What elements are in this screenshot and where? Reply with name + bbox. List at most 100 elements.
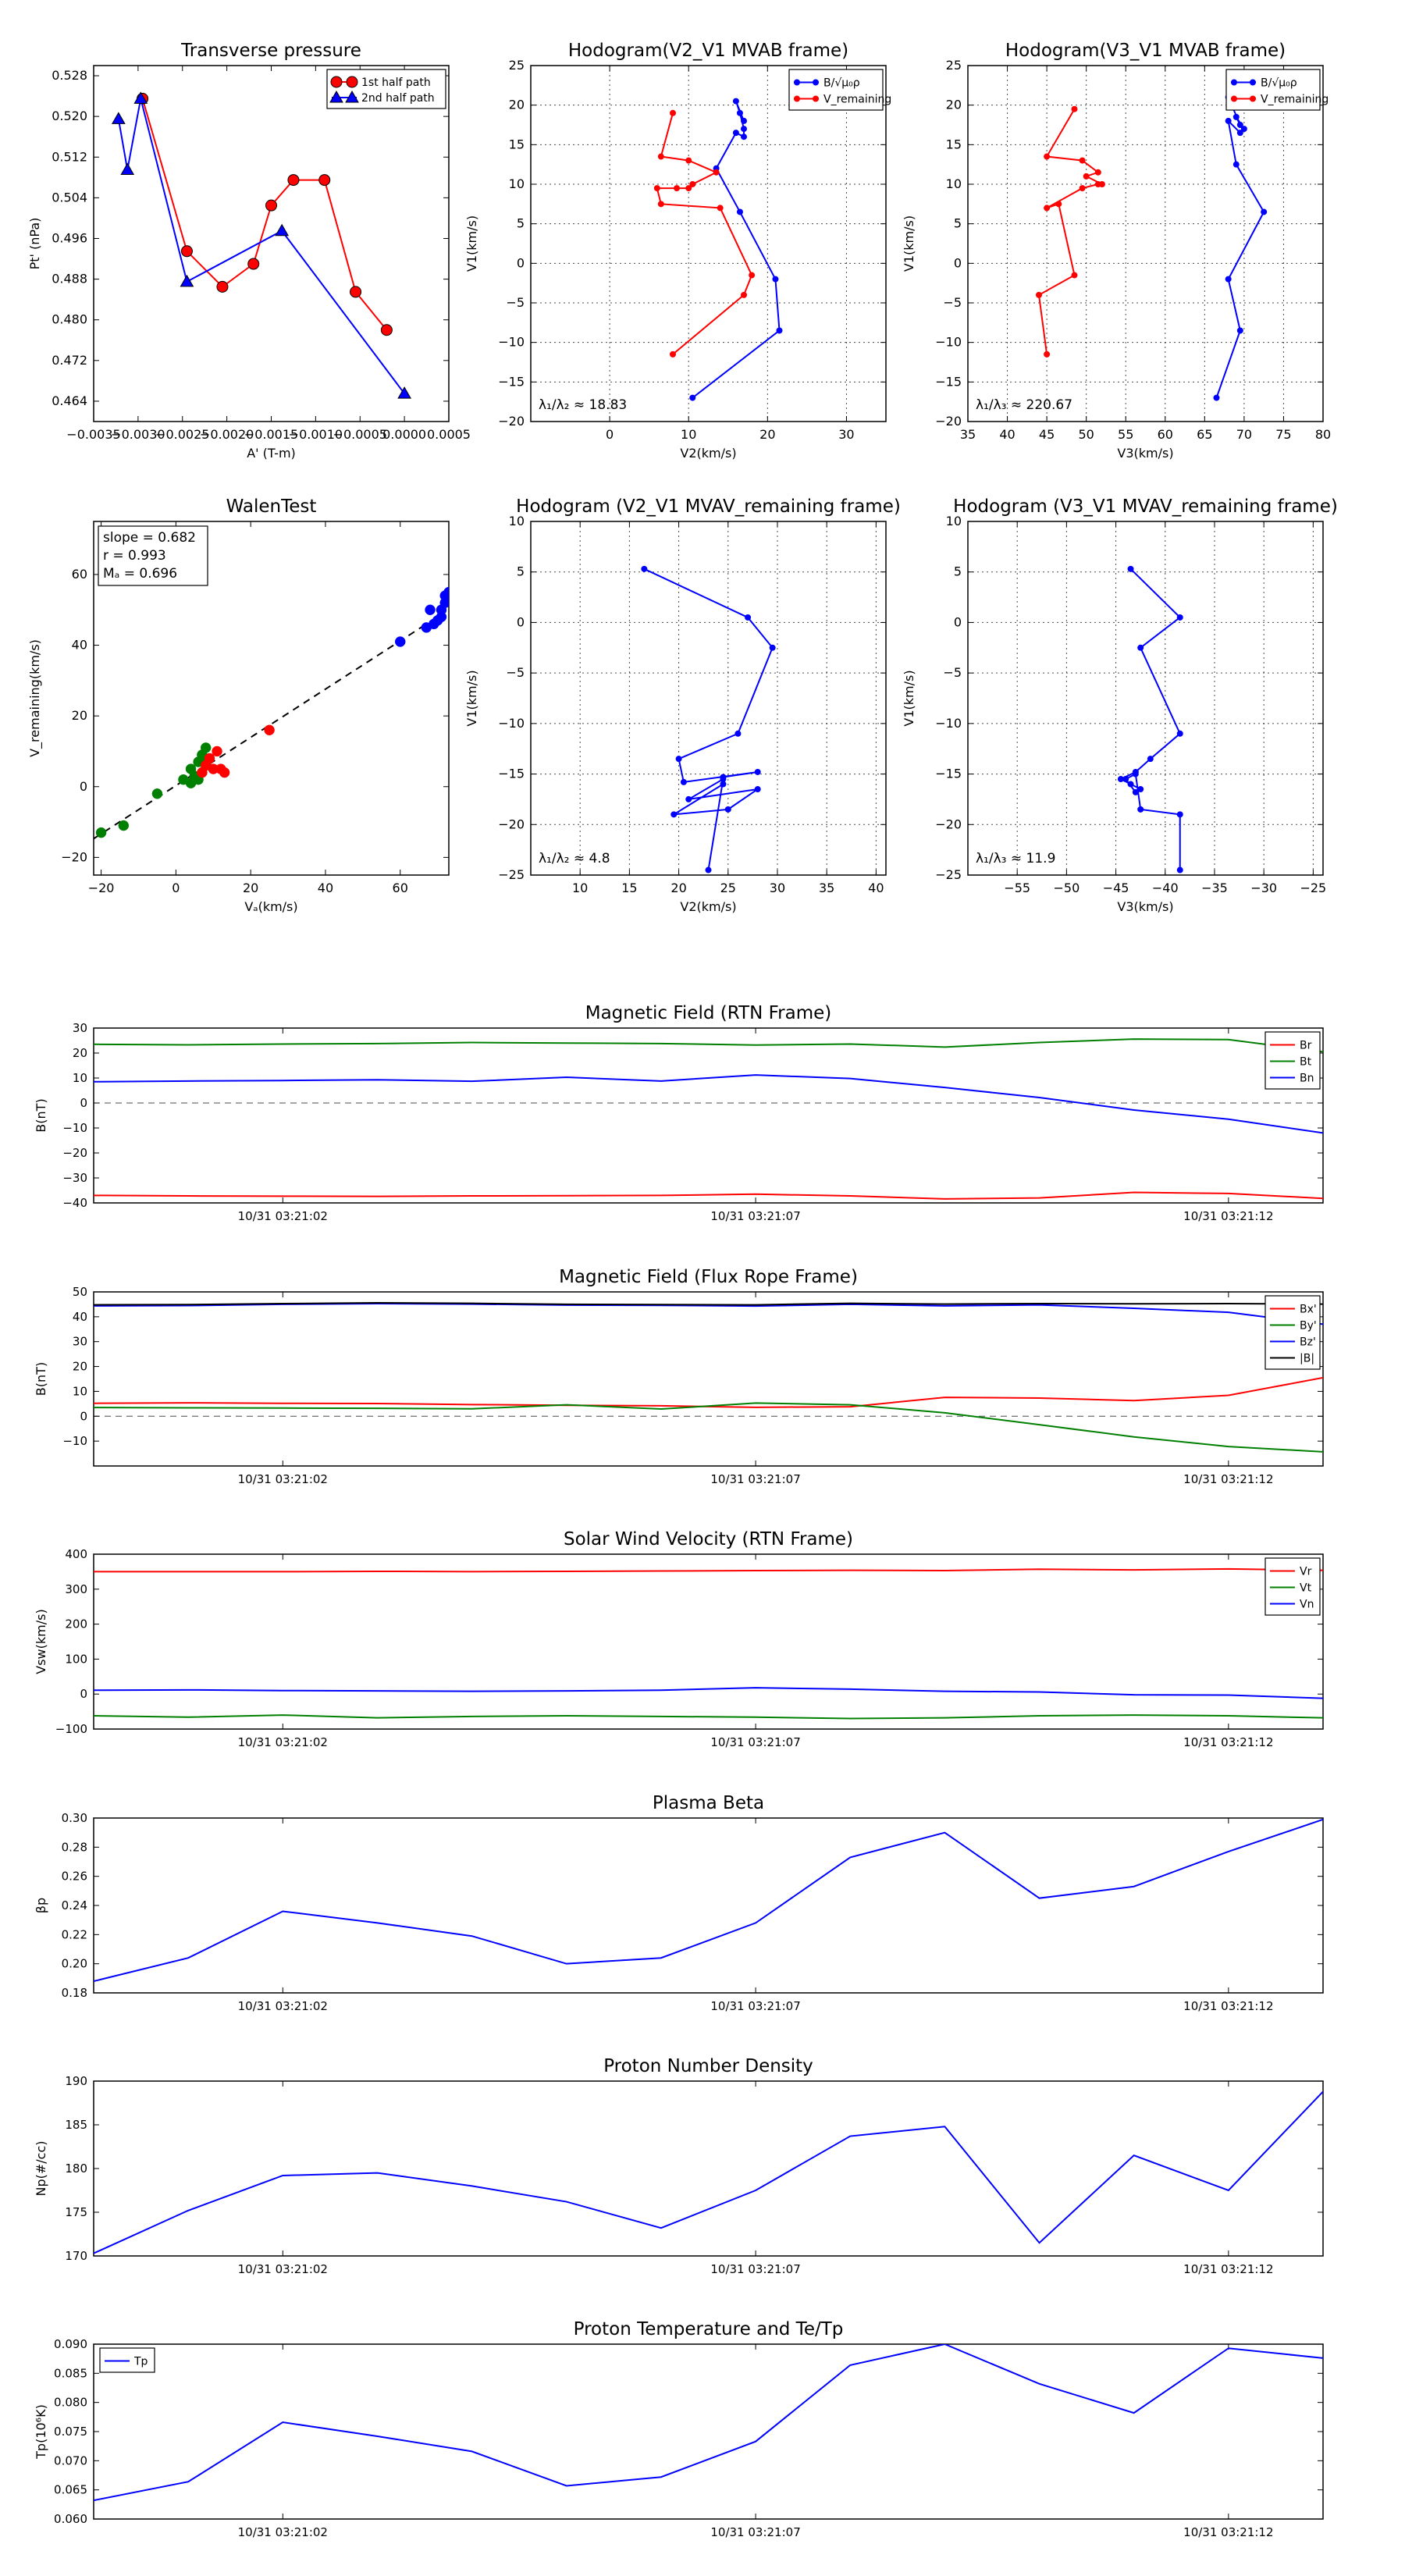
y-tick-label: 0.488 (52, 272, 87, 286)
y-tick-label: 0.480 (52, 312, 87, 327)
legend-label: B/√μ₀ρ (1261, 77, 1297, 90)
x-axis-label: A' (T-m) (247, 446, 296, 461)
data-point (741, 126, 747, 133)
x-tick-label: 75 (1275, 427, 1291, 442)
chart-vsw: Solar Wind Velocity (RTN Frame) 10/31 03:… (34, 1529, 1324, 1749)
y-tick-label: 0 (80, 1687, 87, 1701)
legend-label: Tp (133, 2356, 148, 2368)
x-tick-label: 35 (819, 881, 834, 895)
x-tick-label: 30 (838, 427, 854, 442)
plot-area (94, 1567, 1323, 1720)
data-point (1225, 276, 1232, 283)
y-tick-label: −20 (498, 817, 525, 831)
x-tick-label: 45 (1039, 427, 1055, 442)
x-tick-label: 15 (621, 881, 637, 895)
data-point (287, 174, 300, 187)
data-point (720, 781, 727, 788)
data-point (670, 811, 678, 818)
y-tick-label: 0 (80, 1096, 87, 1110)
series-line-|B| (94, 1302, 1323, 1306)
data-point (685, 795, 692, 802)
chart-tp: Proton Temperature and Te/Tp 10/31 03:21:… (34, 2319, 1324, 2539)
y-tick-label: 0.528 (52, 68, 87, 83)
chart-title: Hodogram(V2_V1 MVAB frame) (568, 41, 848, 61)
x-tick-label: 0.0005 (427, 427, 471, 442)
data-point (749, 272, 756, 279)
y-tick-label: 0.22 (62, 1927, 87, 1941)
y-axis-label: Np(#/cc) (34, 2141, 48, 2197)
plot-area (94, 1818, 1323, 1983)
y-tick-label: 25 (509, 58, 525, 73)
y-tick-label: 10 (509, 176, 525, 191)
data-point (772, 276, 779, 283)
data-point (713, 169, 720, 176)
y-tick-label: −15 (498, 374, 525, 389)
y-tick-label: 0.075 (54, 2425, 87, 2439)
y-tick-label: −25 (498, 867, 525, 882)
y-tick-label: 20 (509, 98, 525, 112)
y-tick-label: 0.504 (52, 190, 87, 205)
x-tick-label: 0.0000 (382, 427, 426, 442)
x-tick-label: −0.0035 (66, 427, 120, 442)
data-point (685, 157, 692, 164)
y-tick-label: 15 (946, 137, 962, 151)
legend-label: B/√μ₀ρ (823, 77, 860, 90)
data-point (1147, 756, 1154, 763)
data-point (685, 185, 692, 192)
x-tick-label: 10/31 03:21:02 (238, 2262, 328, 2276)
data-point (133, 91, 148, 104)
series-line-Bt (94, 1038, 1323, 1053)
data-point (1225, 117, 1232, 124)
data-point (1232, 161, 1240, 168)
x-tick-label: −0.0010 (289, 427, 343, 442)
data-point (741, 117, 747, 124)
y-tick-label: 0.080 (54, 2396, 87, 2410)
legend-label: |B| (1300, 1353, 1314, 1365)
data-point (265, 199, 277, 212)
y-tick-label: 60 (72, 567, 87, 582)
data-point (1176, 614, 1183, 621)
legend-box (788, 69, 884, 111)
legend-label: Vr (1300, 1566, 1312, 1578)
chart-beta: Plasma Beta 10/31 03:21:02 10/31 03:21:07 1… (34, 1793, 1324, 2013)
plot-area (1036, 94, 1268, 401)
data-point (689, 394, 696, 401)
data-point (741, 291, 747, 298)
y-tick-label: 50 (73, 1285, 87, 1299)
y-tick-label: 100 (65, 1652, 87, 1666)
fit-line (94, 609, 449, 840)
y-tick-label: −20 (935, 817, 962, 831)
plot-area (94, 586, 449, 840)
y-axis-label: V_remaining(km/s) (27, 639, 43, 757)
plot-frame (93, 521, 450, 876)
data-point (675, 756, 682, 763)
y-tick-label: 0 (80, 779, 87, 794)
data-point (1240, 126, 1247, 133)
legend-label: Bz' (1300, 1336, 1316, 1349)
y-tick-label: 0.496 (52, 230, 87, 245)
x-tick-label: 10/31 03:21:02 (238, 1209, 328, 1223)
y-tick-label: 15 (509, 137, 525, 151)
x-tick-label: 0 (172, 881, 180, 895)
legend-marker (345, 90, 359, 103)
legend-box (1225, 69, 1321, 111)
y-tick-label: −20 (935, 414, 962, 429)
y-tick-label: 20 (73, 1046, 87, 1060)
y-tick-label: 0.065 (54, 2483, 87, 2497)
series-line-2nd half path (117, 98, 405, 394)
chart-hodo_v3v1_mvav: Hodogram (V3_V1 MVAV_remaining frame)−55… (902, 496, 1338, 914)
y-tick-label: 10 (73, 1384, 87, 1398)
x-axis-label: V3(km/s) (1117, 899, 1173, 914)
y-tick-label: 10 (946, 176, 962, 191)
x-tick-label: 10/31 03:21:12 (1183, 2525, 1273, 2539)
data-point (180, 274, 194, 287)
x-tick-label: 10/31 03:21:07 (710, 1999, 800, 2013)
y-tick-label: 0.464 (52, 393, 87, 408)
plot-frame (530, 521, 887, 876)
y-tick-label: 40 (72, 638, 87, 653)
y-tick-label: 185 (65, 2118, 87, 2132)
data-point (204, 753, 215, 764)
x-tick-label: 10 (681, 427, 696, 442)
y-axis-label: Pt' (nPa) (27, 218, 42, 270)
data-point (1036, 291, 1042, 298)
